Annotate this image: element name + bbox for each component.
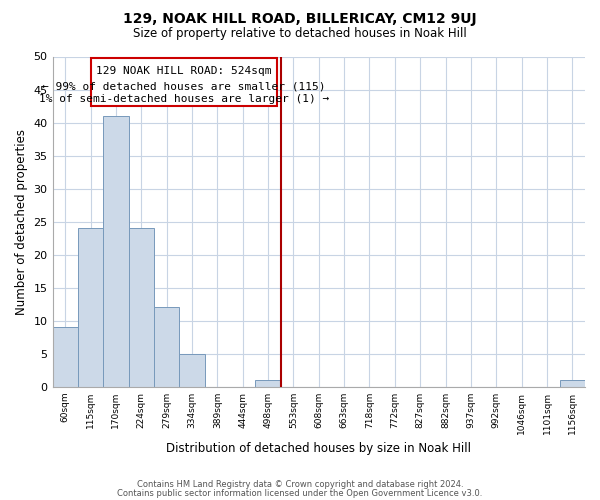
Bar [179,354,205,386]
Bar [103,116,128,386]
Bar [560,380,585,386]
Text: 1% of semi-detached houses are larger (1) →: 1% of semi-detached houses are larger (1… [38,94,329,104]
Text: Contains public sector information licensed under the Open Government Licence v3: Contains public sector information licen… [118,488,482,498]
Text: Size of property relative to detached houses in Noak Hill: Size of property relative to detached ho… [133,28,467,40]
Bar [78,228,103,386]
Text: ← 99% of detached houses are smaller (115): ← 99% of detached houses are smaller (11… [42,81,326,91]
FancyBboxPatch shape [91,58,277,106]
Text: Contains HM Land Registry data © Crown copyright and database right 2024.: Contains HM Land Registry data © Crown c… [137,480,463,489]
Y-axis label: Number of detached properties: Number of detached properties [15,128,28,314]
Bar [256,380,281,386]
Bar [128,228,154,386]
X-axis label: Distribution of detached houses by size in Noak Hill: Distribution of detached houses by size … [166,442,471,455]
Bar [53,327,78,386]
Text: 129 NOAK HILL ROAD: 524sqm: 129 NOAK HILL ROAD: 524sqm [96,66,272,76]
Text: 129, NOAK HILL ROAD, BILLERICAY, CM12 9UJ: 129, NOAK HILL ROAD, BILLERICAY, CM12 9U… [123,12,477,26]
Bar [154,308,179,386]
